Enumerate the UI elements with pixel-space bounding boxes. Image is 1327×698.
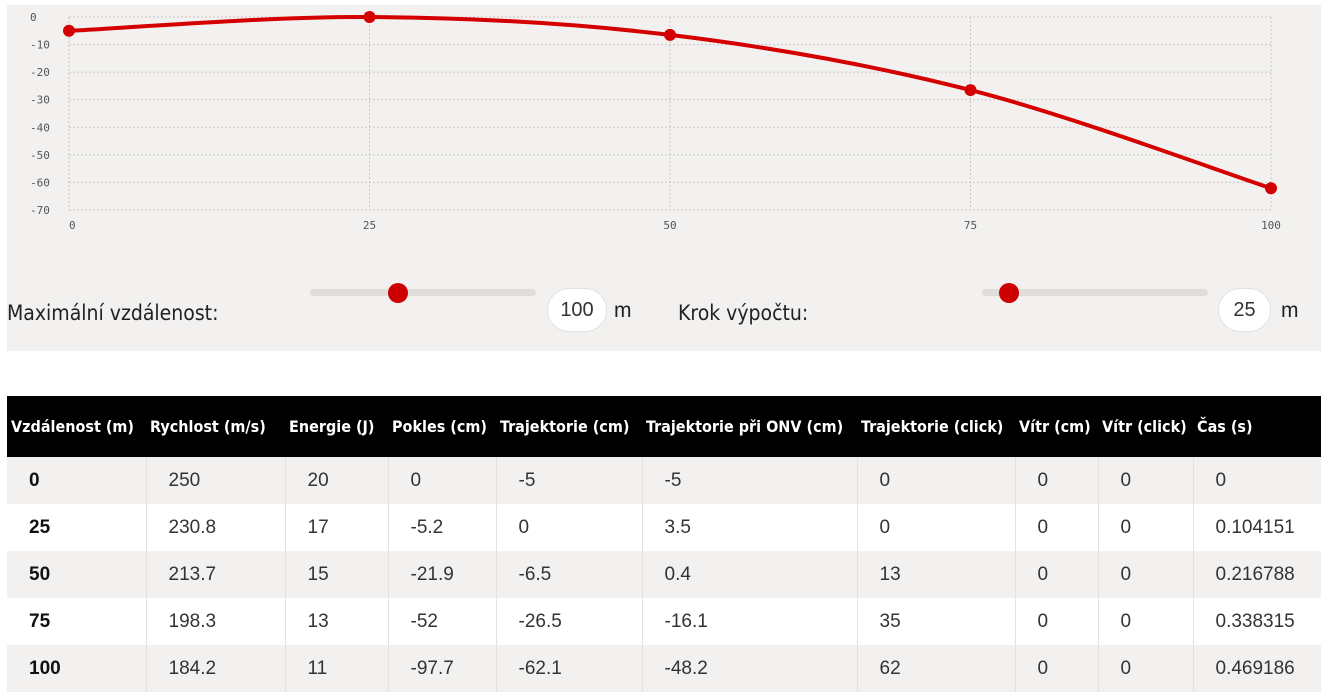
table-cell: -26.5 <box>495 598 642 645</box>
table-cell: 0 <box>1097 598 1193 645</box>
table-row: 100 184.2 11 -97.7 -62.1 -48.2 62 0 0 0.469186 <box>7 645 1321 692</box>
table-cell: -5 <box>641 457 857 504</box>
table-cell: 0 <box>1014 504 1098 551</box>
table-cell: 198.3 <box>145 598 285 645</box>
data-point <box>1265 182 1277 195</box>
step-slider[interactable] <box>982 289 1208 296</box>
x-tick-label: 100 <box>1261 219 1281 232</box>
table-cell: -48.2 <box>641 645 857 692</box>
table-cell: 0 <box>1014 551 1098 598</box>
table-cell: 0.216788 <box>1192 551 1321 598</box>
column-header: Energie (J) <box>289 417 375 436</box>
max-distance-slider[interactable] <box>310 289 536 296</box>
table-cell: -16.1 <box>641 598 857 645</box>
table-cell: 0.104151 <box>1192 504 1321 551</box>
table-cell: 25 <box>29 516 51 538</box>
table-cell: 184.2 <box>145 645 285 692</box>
table-cell: 213.7 <box>145 551 285 598</box>
table-cell: -5.2 <box>387 504 496 551</box>
table-cell: 35 <box>856 598 1015 645</box>
data-point <box>664 28 676 41</box>
data-point <box>63 24 75 37</box>
table-cell: -97.7 <box>387 645 496 692</box>
y-tick-label: -10 <box>30 39 50 52</box>
table-cell: 0 <box>1014 457 1098 504</box>
column-header: Rychlost (m/s) <box>150 417 266 436</box>
table-cell: 0 <box>1097 504 1193 551</box>
table-cell: 100 <box>29 657 61 679</box>
table-row: 50 213.7 15 -21.9 -6.5 0.4 13 0 0 0.216788 <box>7 551 1321 598</box>
table-row: 25 230.8 17 -5.2 0 3.5 0 0 0 0.104151 <box>7 504 1321 551</box>
step-unit: m <box>1281 299 1299 322</box>
data-point <box>964 84 977 97</box>
column-header: Vítr (cm) <box>1019 417 1091 436</box>
step-input[interactable]: 25 <box>1218 288 1271 332</box>
table-cell: 0 <box>387 457 496 504</box>
y-tick-label: -50 <box>30 149 50 162</box>
column-header: Trajektorie (click) <box>861 417 1004 436</box>
table-header-row: Vzdálenost (m) Rychlost (m/s) Energie (J) P… <box>7 396 1321 457</box>
table-cell: 50 <box>29 563 51 585</box>
table-cell: 13 <box>284 598 388 645</box>
x-tick-label: 75 <box>964 219 977 232</box>
y-tick-label: -30 <box>30 94 50 107</box>
column-header: Vzdálenost (m) <box>11 417 134 436</box>
table-cell: 0 <box>1014 598 1098 645</box>
step-label: Krok výpočtu: <box>678 301 809 325</box>
table-cell: 17 <box>284 504 388 551</box>
table-cell: 0 <box>1097 551 1193 598</box>
table-cell: 15 <box>284 551 388 598</box>
max-distance-label: Maximální vzdálenost: <box>7 301 219 325</box>
table-cell: 0 <box>1097 645 1193 692</box>
table-cell: -52 <box>387 598 496 645</box>
data-point <box>363 11 376 23</box>
column-header: Trajektorie při ONV (cm) <box>646 417 844 436</box>
table-cell: 0 <box>856 504 1015 551</box>
table-cell: 11 <box>284 645 388 692</box>
max-distance-input[interactable]: 100 <box>547 288 607 332</box>
table-cell: 75 <box>29 610 51 632</box>
x-tick-label: 25 <box>363 219 376 232</box>
y-tick-label: -20 <box>30 66 50 79</box>
column-header: Vítr (click) <box>1102 417 1187 436</box>
table-cell: 13 <box>856 551 1015 598</box>
table-cell: 0.469186 <box>1192 645 1321 692</box>
table-cell: 250 <box>145 457 285 504</box>
table-cell: 62 <box>856 645 1015 692</box>
table-cell: -5 <box>495 457 642 504</box>
table-cell: 0 <box>1014 645 1098 692</box>
column-header: Čas (s) <box>1197 417 1253 436</box>
table-cell: 0 <box>1097 457 1193 504</box>
table-cell: 3.5 <box>641 504 857 551</box>
y-tick-label: -70 <box>30 204 50 217</box>
y-tick-label: -60 <box>30 176 50 189</box>
max-distance-slider-thumb[interactable] <box>388 283 409 303</box>
y-tick-label: -40 <box>30 121 50 134</box>
table-cell: 0 <box>495 504 642 551</box>
table-cell: 0.338315 <box>1192 598 1321 645</box>
x-tick-label: 0 <box>69 219 76 232</box>
y-tick-label: 0 <box>30 11 37 24</box>
table-cell: -62.1 <box>495 645 642 692</box>
ballistics-table: Vzdálenost (m) Rychlost (m/s) Energie (J) P… <box>7 396 1321 692</box>
trajectory-chart: 0 -10 -20 -30 -40 -50 -60 -70 0 25 50 75 100 <box>30 11 1281 232</box>
table-cell: 0 <box>29 469 40 491</box>
column-header: Pokles (cm) <box>392 417 487 436</box>
table-cell: 0 <box>856 457 1015 504</box>
column-header: Trajektorie (cm) <box>500 417 630 436</box>
table-cell: -21.9 <box>387 551 496 598</box>
table-cell: -6.5 <box>495 551 642 598</box>
table-row: 0 250 20 0 -5 -5 0 0 0 0 <box>7 457 1321 504</box>
table-cell: 230.8 <box>145 504 285 551</box>
max-distance-unit: m <box>614 299 632 322</box>
table-cell: 0.4 <box>641 551 857 598</box>
table-cell: 20 <box>284 457 388 504</box>
x-tick-label: 50 <box>663 219 676 232</box>
table-row: 75 198.3 13 -52 -26.5 -16.1 35 0 0 0.338315 <box>7 598 1321 645</box>
table-cell: 0 <box>1192 457 1321 504</box>
step-slider-thumb[interactable] <box>999 283 1020 303</box>
trajectory-panel: 0 -10 -20 -30 -40 -50 -60 -70 0 25 50 75 100 Maximál… <box>7 5 1321 351</box>
